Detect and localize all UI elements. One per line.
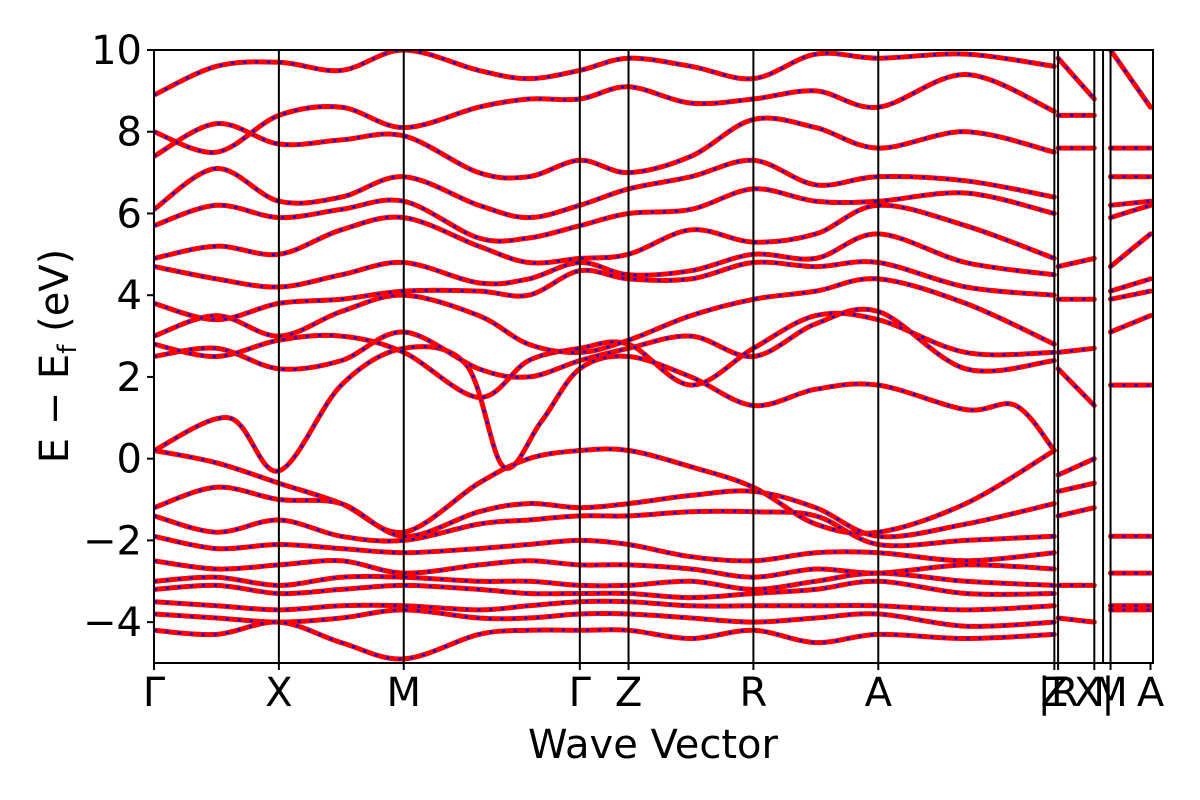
band-43-dashed bbox=[1110, 204, 1151, 219]
band-28-dashed bbox=[1057, 347, 1095, 354]
band-26-dashed bbox=[1057, 616, 1095, 624]
band-18-dashed bbox=[154, 159, 1055, 219]
x-tick-label: M bbox=[1093, 670, 1128, 716]
x-tick-label: Γ bbox=[143, 670, 166, 716]
band-22-solid bbox=[1055, 456, 1097, 478]
x-tick-label: R bbox=[740, 670, 768, 716]
kpoint-lines bbox=[277, 50, 1112, 663]
band-1-solid bbox=[154, 344, 1057, 474]
band-1-dashed bbox=[154, 345, 1056, 473]
y-axis-title-unit: (eV) bbox=[32, 249, 78, 345]
x-tick-label: X bbox=[265, 670, 292, 716]
y-tick-label: −4 bbox=[83, 600, 142, 646]
y-axis-title-sub: f bbox=[53, 344, 83, 354]
x-tick-label: A bbox=[865, 670, 893, 716]
x-tick-label: A bbox=[1137, 670, 1165, 716]
band-33-solid bbox=[1055, 55, 1097, 102]
x-axis-ticks: Γ X M Γ Z R A Z|RX|M A bbox=[143, 663, 1165, 716]
band-40-solid bbox=[1108, 288, 1153, 302]
band-28-solid bbox=[1055, 345, 1097, 355]
x-tick-label: Z bbox=[1041, 670, 1068, 716]
band-10-solid bbox=[154, 619, 1057, 662]
bands-layer bbox=[154, 50, 1153, 662]
band-22-dashed bbox=[1057, 457, 1095, 477]
band-2-solid bbox=[154, 484, 1057, 540]
band-27-dashed bbox=[1057, 367, 1096, 407]
y-tick-label: −2 bbox=[83, 518, 142, 564]
x-tick-label: |R bbox=[1037, 670, 1078, 716]
band-24-solid bbox=[1055, 505, 1097, 519]
y-tick-label: 0 bbox=[117, 437, 142, 483]
band-23-solid bbox=[1055, 480, 1097, 494]
x-tick-label: X| bbox=[1074, 670, 1115, 716]
band-15-dashed bbox=[154, 232, 1055, 289]
band-0-dashed bbox=[154, 447, 1055, 535]
x-tick-label: Z bbox=[615, 670, 642, 716]
band-39-dashed bbox=[1110, 314, 1151, 334]
band-8-solid bbox=[154, 598, 1057, 613]
band-42-dashed bbox=[1109, 232, 1152, 268]
band-16-dashed bbox=[154, 204, 1055, 265]
y-tick-label: 2 bbox=[117, 355, 142, 401]
band-23-dashed bbox=[1057, 481, 1095, 493]
y-tick-label: 6 bbox=[117, 191, 142, 237]
band-15-solid bbox=[154, 231, 1057, 290]
band-30-solid bbox=[1055, 255, 1097, 270]
band-44-dashed bbox=[1110, 199, 1151, 207]
band-17-dashed bbox=[154, 187, 1055, 243]
x-tick-label: M bbox=[386, 670, 421, 716]
y-tick-label: 4 bbox=[117, 273, 142, 319]
y-axis-ticks: −4 −2 0 2 4 6 8 10 bbox=[83, 28, 154, 646]
y-axis-title: E − Ef (eV) bbox=[32, 249, 83, 464]
band-47-solid bbox=[1108, 50, 1153, 110]
band-19-solid bbox=[154, 115, 1057, 181]
y-axis-title-main: E − E bbox=[32, 354, 78, 464]
x-axis-title: Wave Vector bbox=[528, 722, 779, 768]
band-41-solid bbox=[1108, 276, 1153, 294]
band-40-dashed bbox=[1110, 289, 1151, 301]
band-30-dashed bbox=[1057, 257, 1095, 268]
band-26-solid bbox=[1055, 615, 1097, 625]
band-16-solid bbox=[154, 202, 1057, 266]
y-tick-label: 8 bbox=[117, 110, 142, 156]
band-2-dashed bbox=[154, 486, 1055, 539]
band-21-dashed bbox=[154, 50, 1055, 97]
plot-frame bbox=[153, 49, 1154, 664]
y-tick-label: 10 bbox=[91, 28, 142, 74]
band-24-dashed bbox=[1057, 506, 1095, 518]
band-41-dashed bbox=[1110, 277, 1151, 293]
band-19-dashed bbox=[154, 116, 1055, 180]
band-11-dashed bbox=[154, 307, 1055, 379]
x-tick-label: Γ bbox=[569, 670, 592, 716]
